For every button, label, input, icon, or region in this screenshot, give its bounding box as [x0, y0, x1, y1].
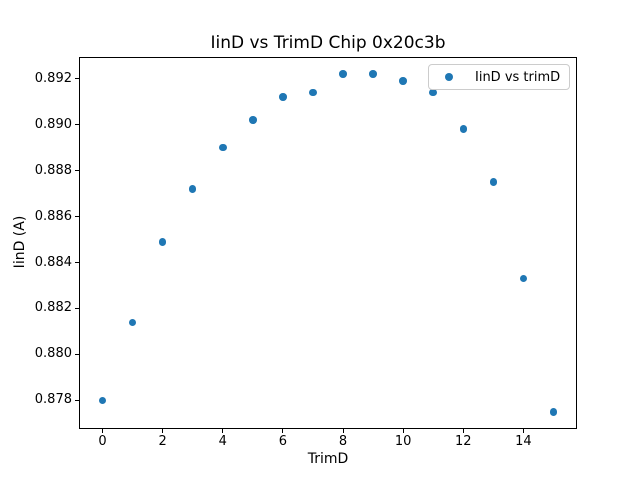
legend-label: IinD vs trimD [475, 69, 561, 85]
data-point [279, 93, 287, 101]
y-tick-mark [75, 353, 79, 355]
x-tick-label: 12 [454, 434, 472, 449]
x-tick-label: 10 [394, 434, 412, 449]
chart-title: IinD vs TrimD Chip 0x20c3b [210, 33, 446, 53]
y-tick-mark [75, 307, 79, 309]
x-tick-mark [522, 429, 524, 433]
y-tick-label: 0.878 [34, 392, 72, 408]
y-tick-mark [75, 170, 79, 172]
x-tick-label: 4 [218, 434, 227, 449]
y-tick-label: 0.892 [34, 70, 72, 86]
y-tick-label: 0.884 [34, 254, 72, 270]
y-tick-label: 0.886 [34, 208, 72, 224]
data-point [519, 274, 528, 283]
plot-area [79, 57, 577, 429]
y-tick-mark [75, 78, 79, 80]
x-tick-mark [462, 429, 464, 433]
x-axis-label: TrimD [307, 451, 349, 467]
y-tick-mark [75, 262, 79, 264]
data-point [459, 125, 468, 133]
x-tick-mark [402, 429, 404, 433]
x-tick-label: 8 [338, 434, 348, 449]
data-point [339, 70, 347, 78]
data-point [309, 88, 317, 97]
data-point [369, 70, 377, 78]
data-point [158, 238, 167, 246]
data-point [399, 77, 407, 85]
y-tick-label: 0.880 [34, 346, 72, 362]
data-point [549, 408, 558, 416]
x-tick-mark [282, 429, 284, 433]
y-tick-mark [75, 399, 79, 401]
y-tick-label: 0.890 [34, 116, 72, 132]
y-tick-label: 0.888 [34, 162, 72, 178]
data-point [128, 318, 137, 327]
legend: IinD vs trimD [428, 64, 570, 90]
x-tick-label: 14 [515, 434, 532, 449]
data-point [249, 116, 257, 124]
data-point [429, 88, 437, 97]
data-point [489, 178, 498, 186]
data-point [219, 143, 227, 152]
y-tick-mark [75, 124, 79, 126]
data-point [188, 185, 197, 193]
y-tick-mark [75, 216, 79, 218]
x-tick-mark [102, 429, 104, 433]
x-tick-label: 0 [98, 434, 107, 449]
x-tick-mark [162, 429, 164, 433]
data-point [98, 396, 107, 405]
legend-marker-icon [445, 73, 453, 81]
x-tick-label: 2 [158, 434, 167, 449]
x-tick-mark [342, 429, 344, 433]
y-tick-label: 0.882 [34, 300, 72, 316]
x-tick-label: 6 [278, 434, 288, 449]
x-tick-mark [222, 429, 224, 433]
